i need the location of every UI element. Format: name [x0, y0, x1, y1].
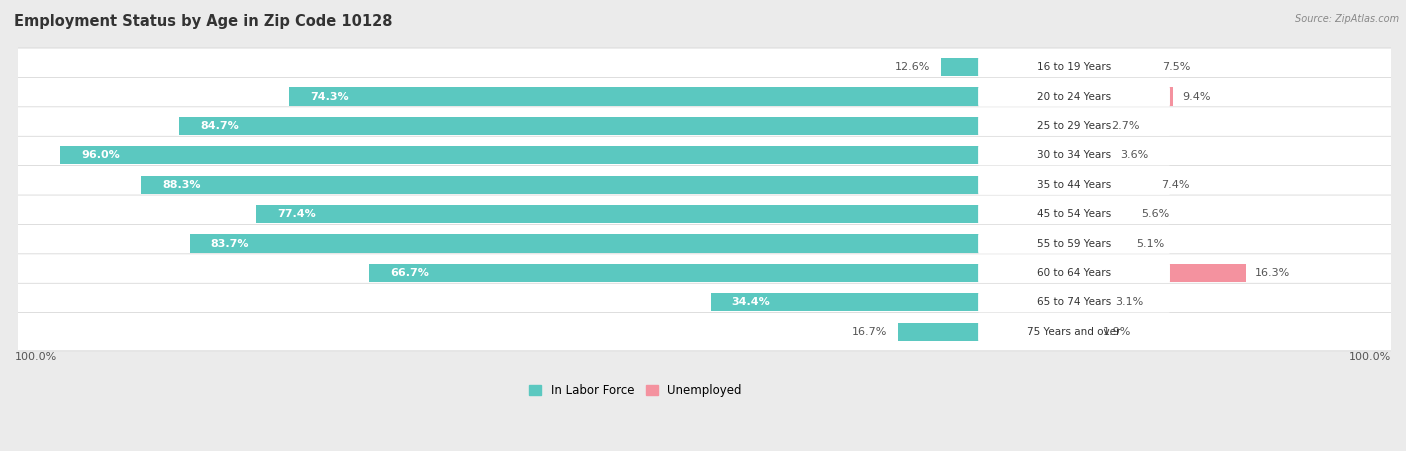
FancyBboxPatch shape [11, 254, 1398, 292]
Bar [710, 293, 1074, 312]
Text: 34.4%: 34.4% [731, 297, 770, 307]
Bar [1074, 87, 1174, 106]
Bar [1074, 264, 1246, 282]
Text: 100.0%: 100.0% [1348, 352, 1391, 362]
Text: 60 to 64 Years: 60 to 64 Years [1038, 268, 1111, 278]
Text: 7.5%: 7.5% [1161, 62, 1189, 72]
Bar [1074, 175, 1153, 194]
Bar [1074, 235, 1128, 253]
FancyBboxPatch shape [11, 166, 1398, 204]
Text: 74.3%: 74.3% [311, 92, 349, 101]
FancyBboxPatch shape [979, 87, 1170, 106]
Text: 83.7%: 83.7% [211, 239, 249, 249]
Text: 45 to 54 Years: 45 to 54 Years [1036, 209, 1111, 219]
Text: 20 to 24 Years: 20 to 24 Years [1038, 92, 1111, 101]
Bar [1074, 58, 1153, 76]
Bar [1074, 146, 1112, 165]
Bar [179, 117, 1074, 135]
Text: 100.0%: 100.0% [14, 352, 56, 362]
Text: 16 to 19 Years: 16 to 19 Years [1036, 62, 1111, 72]
Text: 66.7%: 66.7% [391, 268, 429, 278]
Text: 3.1%: 3.1% [1115, 297, 1143, 307]
Text: 25 to 29 Years: 25 to 29 Years [1036, 121, 1111, 131]
Text: 1.9%: 1.9% [1102, 327, 1130, 337]
FancyBboxPatch shape [979, 234, 1170, 253]
FancyBboxPatch shape [979, 204, 1170, 224]
Text: 30 to 34 Years: 30 to 34 Years [1038, 150, 1111, 161]
FancyBboxPatch shape [979, 145, 1170, 166]
Bar [370, 264, 1074, 282]
Bar [1074, 322, 1094, 341]
Bar [290, 87, 1074, 106]
FancyBboxPatch shape [11, 195, 1398, 233]
Bar [60, 146, 1074, 165]
FancyBboxPatch shape [11, 313, 1398, 351]
Text: 3.6%: 3.6% [1121, 150, 1149, 161]
Bar [941, 58, 1074, 76]
Bar [1074, 117, 1102, 135]
FancyBboxPatch shape [11, 78, 1398, 115]
Text: 55 to 59 Years: 55 to 59 Years [1036, 239, 1111, 249]
Bar [1074, 293, 1107, 312]
FancyBboxPatch shape [11, 107, 1398, 145]
FancyBboxPatch shape [11, 225, 1398, 262]
Text: 75 Years and over: 75 Years and over [1028, 327, 1121, 337]
Text: 84.7%: 84.7% [200, 121, 239, 131]
Text: 5.6%: 5.6% [1142, 209, 1170, 219]
Text: 96.0%: 96.0% [82, 150, 120, 161]
Text: 16.3%: 16.3% [1254, 268, 1289, 278]
Text: 35 to 44 Years: 35 to 44 Years [1036, 180, 1111, 190]
FancyBboxPatch shape [11, 283, 1398, 322]
FancyBboxPatch shape [979, 322, 1170, 342]
Bar [256, 205, 1074, 223]
FancyBboxPatch shape [11, 48, 1398, 86]
Bar [1074, 205, 1133, 223]
Text: 88.3%: 88.3% [162, 180, 201, 190]
FancyBboxPatch shape [979, 57, 1170, 77]
Text: 77.4%: 77.4% [277, 209, 316, 219]
FancyBboxPatch shape [979, 175, 1170, 195]
Text: 2.7%: 2.7% [1111, 121, 1139, 131]
Text: Source: ZipAtlas.com: Source: ZipAtlas.com [1295, 14, 1399, 23]
Bar [141, 175, 1074, 194]
Text: 12.6%: 12.6% [896, 62, 931, 72]
Text: 5.1%: 5.1% [1136, 239, 1164, 249]
Text: 7.4%: 7.4% [1161, 180, 1189, 190]
Text: 9.4%: 9.4% [1182, 92, 1211, 101]
Legend: In Labor Force, Unemployed: In Labor Force, Unemployed [524, 379, 747, 401]
Text: 65 to 74 Years: 65 to 74 Years [1036, 297, 1111, 307]
FancyBboxPatch shape [11, 136, 1398, 175]
Bar [897, 322, 1074, 341]
FancyBboxPatch shape [979, 116, 1170, 136]
FancyBboxPatch shape [979, 292, 1170, 313]
FancyBboxPatch shape [979, 263, 1170, 283]
Bar [190, 235, 1074, 253]
Text: 16.7%: 16.7% [852, 327, 887, 337]
Text: Employment Status by Age in Zip Code 10128: Employment Status by Age in Zip Code 101… [14, 14, 392, 28]
